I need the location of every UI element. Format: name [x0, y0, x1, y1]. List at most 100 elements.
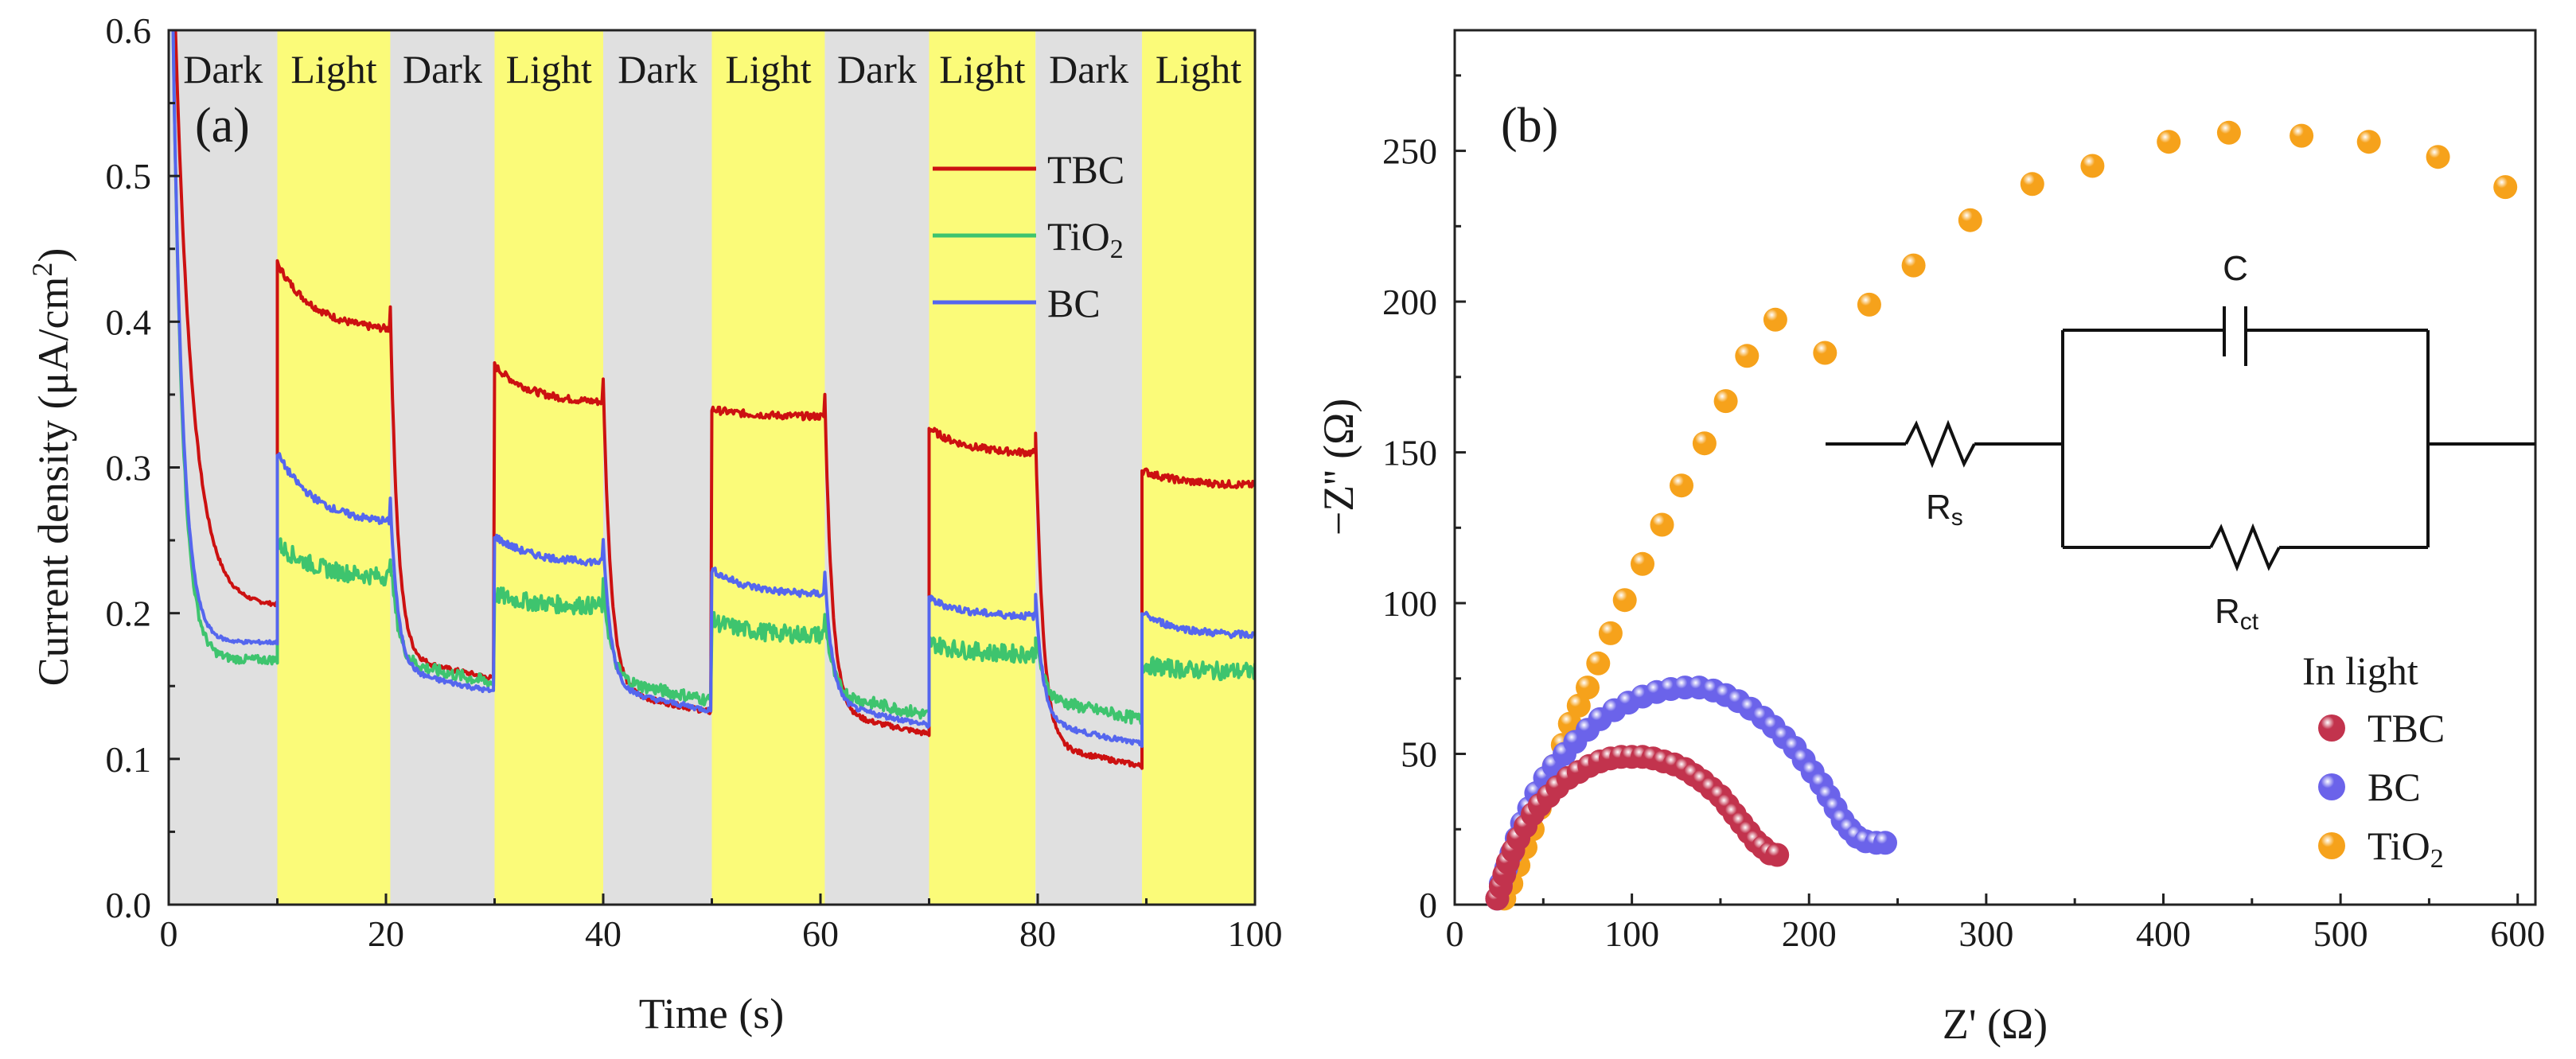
y-axis-ticks-a: 0.0 0.1 0.2 0.3 0.4 0.5 0.6 [106, 10, 180, 925]
panel-label-a: (a) [195, 99, 250, 153]
x-tick-label-b-0: 0 [1446, 913, 1464, 954]
point-tio2-26 [2020, 172, 2044, 197]
x-tick-label-a-0: 0 [160, 913, 178, 954]
band-dark-6 [824, 30, 929, 905]
point-tio2-10 [1566, 693, 1591, 718]
point-tio2-23 [1857, 292, 1881, 317]
y-tick-label-a-3: 0.3 [106, 448, 152, 489]
legend-b-label-0: TBC [2368, 706, 2445, 750]
plot-frame-b [1453, 29, 2537, 906]
y-axis-ticks-b: 0 50 100 150 200 250 [1382, 74, 1466, 925]
y-tick-label-a-1: 0.1 [106, 739, 152, 780]
rct-label: Rct [2215, 592, 2259, 635]
point-tbc-34 [1765, 843, 1790, 867]
legend-b: TBC BC TiO2 [2318, 706, 2445, 874]
point-tio2-22 [1813, 341, 1837, 365]
series-line-bc [171, 30, 1255, 749]
point-bc-39 [1873, 831, 1897, 855]
legend-b-label-main-2: TiO [2368, 823, 2430, 868]
band-dark-2 [390, 30, 495, 905]
point-tio2-18 [1692, 431, 1717, 456]
legend-a-label-main-2: BC [1047, 281, 1101, 325]
point-tio2-29 [2216, 120, 2241, 145]
rct-resistor-icon [2209, 523, 2281, 572]
point-tio2-31 [2356, 130, 2381, 154]
band-label-9: Light [1155, 47, 1241, 91]
rct-label-main: R [2215, 592, 2240, 631]
series-line-tbc [173, 30, 1255, 770]
y-tick-label-a-6: 0.6 [106, 10, 152, 51]
legend-b-label-main-1: BC [2368, 765, 2421, 809]
capacitor-label: C [2223, 249, 2248, 288]
legend-a-label-main-1: TiO [1047, 214, 1110, 259]
y-axis-label-b: −Z'' (Ω) [1315, 399, 1362, 536]
band-light-1 [277, 30, 391, 905]
y-axis-label-a-main: Current density (μA/cm [29, 277, 77, 687]
y-tick-label-a-5: 0.5 [106, 156, 152, 197]
y-tick-label-b-0: 0 [1419, 885, 1437, 925]
x-tick-label-a-2: 40 [585, 913, 622, 954]
legend-a: TBC TiO2 BC [933, 147, 1124, 325]
x-axis-label-b: Z' (Ω) [1943, 1000, 2048, 1048]
band-label-3: Light [506, 47, 592, 91]
band-label-2: Dark [403, 47, 482, 91]
point-tio2-16 [1650, 512, 1674, 537]
point-tio2-11 [1576, 676, 1600, 700]
legend-b-label-2: TiO2 [2368, 823, 2444, 874]
band-label-5: Light [725, 47, 811, 91]
x-axis-ticks-a: 0 20 40 60 80 100 [160, 894, 1283, 954]
band-light-9 [1142, 30, 1255, 905]
point-tio2-15 [1631, 551, 1654, 576]
point-tio2-32 [2426, 145, 2450, 169]
point-tio2-21 [1763, 307, 1787, 332]
point-tio2-14 [1612, 588, 1637, 613]
point-tio2-27 [2080, 154, 2105, 178]
band-light-5 [711, 30, 825, 905]
legend-b-marker-0 [2318, 714, 2345, 742]
y-tick-label-b-4: 200 [1382, 282, 1437, 322]
band-label-4: Dark [618, 47, 697, 91]
point-tio2-25 [1958, 208, 1982, 232]
legend-a-label-sub-1: 2 [1110, 235, 1124, 264]
legend-a-label-1: TiO2 [1047, 214, 1124, 264]
point-tio2-28 [2157, 130, 2181, 154]
panel-label-b: (b) [1501, 99, 1558, 153]
y-axis-label-a-sup: 2 [26, 263, 58, 277]
point-tio2-17 [1670, 473, 1693, 498]
point-tio2-33 [2493, 175, 2518, 200]
band-dark-4 [603, 30, 712, 905]
x-tick-label-a-3: 60 [802, 913, 839, 954]
x-tick-label-a-5: 100 [1228, 913, 1283, 954]
band-label-7: Light [939, 47, 1025, 91]
point-tio2-12 [1586, 651, 1611, 676]
equivalent-circuit-diagram [1826, 306, 2535, 572]
x-tick-label-b-5: 500 [2313, 913, 2368, 954]
nyquist-points [1485, 120, 2518, 911]
point-tio2-19 [1713, 389, 1738, 414]
legend-b-label-main-0: TBC [2368, 706, 2445, 750]
legend-b-marker-1 [2318, 773, 2345, 800]
legend-b-label-1: BC [2368, 765, 2421, 809]
x-tick-label-b-1: 100 [1604, 913, 1659, 954]
light-dark-bands [169, 30, 1255, 905]
rs-label: Rs [1926, 488, 1963, 531]
x-axis-label-a: Time (s) [639, 990, 785, 1038]
x-tick-label-a-1: 20 [368, 913, 404, 954]
point-tio2-13 [1598, 621, 1623, 645]
band-label-6: Dark [837, 47, 917, 91]
y-tick-label-b-3: 150 [1382, 433, 1437, 473]
point-tio2-24 [1901, 253, 1926, 278]
x-tick-label-a-4: 80 [1019, 913, 1056, 954]
x-tick-label-b-6: 600 [2490, 913, 2545, 954]
x-tick-label-b-4: 400 [2136, 913, 2191, 954]
rs-label-sub: s [1951, 504, 1963, 531]
point-tio2-30 [2290, 123, 2314, 148]
y-axis-label-a-end: ) [29, 248, 77, 263]
y-tick-label-b-1: 50 [1401, 734, 1437, 775]
y-axis-label-a: Current density (μA/cm2) [26, 248, 77, 687]
x-tick-label-b-2: 200 [1782, 913, 1837, 954]
band-label-0: Dark [183, 47, 263, 91]
x-tick-label-b-3: 300 [1958, 913, 2013, 954]
